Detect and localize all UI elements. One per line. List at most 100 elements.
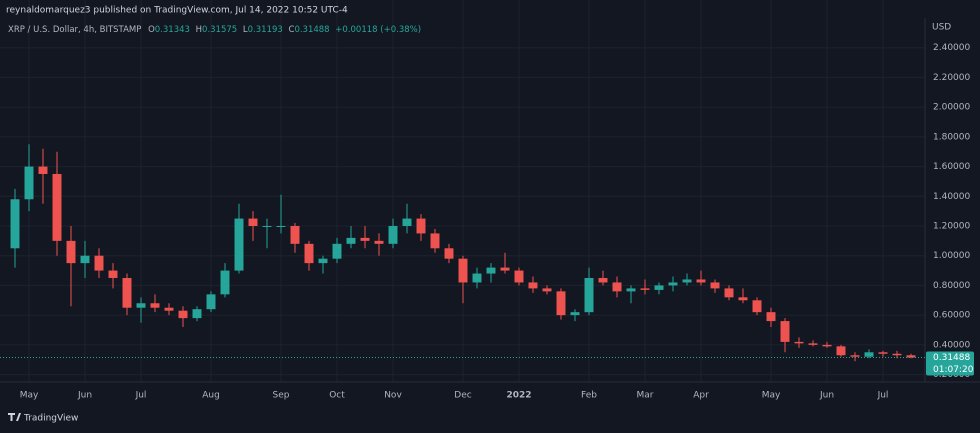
candle-body bbox=[164, 307, 174, 311]
candle-body bbox=[808, 343, 818, 345]
candle-body bbox=[542, 288, 552, 292]
candle-body bbox=[206, 294, 216, 310]
open-label: O bbox=[148, 25, 155, 35]
candle-body bbox=[150, 303, 160, 308]
x-tick-label: Dec bbox=[454, 391, 471, 401]
high-label: H bbox=[196, 25, 202, 35]
candle-body bbox=[472, 273, 482, 283]
y-tick-label: 1.40000 bbox=[933, 192, 970, 202]
change-value: +0.00118 (+0.38%) bbox=[335, 25, 421, 35]
candle-body bbox=[878, 352, 888, 354]
low-value: 0.31193 bbox=[248, 25, 283, 35]
candle-body bbox=[374, 240, 384, 244]
candle-body bbox=[598, 278, 608, 283]
low-label: L bbox=[243, 25, 248, 35]
candle-body bbox=[584, 278, 594, 313]
logo-icon bbox=[8, 413, 21, 421]
candle-body bbox=[94, 255, 104, 271]
x-tick-label: Feb bbox=[581, 391, 597, 401]
x-tick-label: Sep bbox=[273, 391, 290, 401]
legend: XRP / U.S. Dollar, 4h, BITSTAMP O0.31343… bbox=[8, 25, 421, 35]
candle-body bbox=[220, 270, 230, 295]
candle-body bbox=[640, 288, 650, 290]
symbol: XRP / U.S. Dollar, 4h, BITSTAMP bbox=[8, 25, 141, 35]
candle-body bbox=[122, 278, 132, 308]
candle-body bbox=[290, 226, 300, 244]
candle-body bbox=[724, 288, 734, 298]
last-price-box bbox=[926, 351, 974, 376]
candle-body bbox=[906, 355, 916, 358]
candle-body bbox=[52, 174, 62, 241]
candle-body bbox=[528, 282, 538, 289]
candle-body bbox=[416, 218, 426, 234]
close-value: 0.31488 bbox=[294, 25, 329, 35]
brand: TradingView bbox=[23, 414, 78, 424]
candle-body bbox=[682, 279, 692, 283]
x-tick-label: Oct bbox=[329, 391, 345, 401]
candle-body bbox=[38, 166, 48, 174]
y-tick-label: 2.00000 bbox=[933, 103, 970, 113]
y-tick-label: 1.00000 bbox=[933, 251, 970, 261]
candle-body bbox=[668, 282, 678, 286]
candle-body bbox=[136, 303, 146, 308]
x-tick-label: 2022 bbox=[506, 391, 531, 401]
candle-body bbox=[710, 282, 720, 289]
candle-body bbox=[248, 218, 258, 226]
y-axis-label: USD bbox=[932, 23, 951, 33]
candle-body bbox=[626, 288, 636, 292]
candle-body bbox=[346, 237, 356, 244]
x-tick-label: May bbox=[20, 391, 39, 401]
x-tick-label: Jul bbox=[135, 391, 147, 401]
candle-body bbox=[836, 346, 846, 356]
x-tick-label: Jun bbox=[819, 391, 834, 401]
x-tick-label: Aug bbox=[202, 391, 220, 401]
candle-body bbox=[738, 297, 748, 301]
x-tick-label: Nov bbox=[384, 391, 402, 401]
publisher-line: reynaldomarquez3 published on TradingVie… bbox=[6, 6, 348, 16]
x-tick-label: Mar bbox=[637, 391, 654, 401]
candle-body bbox=[178, 310, 188, 319]
candle-body bbox=[864, 352, 874, 357]
candle-body bbox=[80, 255, 90, 264]
x-tick-label: Jul bbox=[877, 391, 889, 401]
candle-body bbox=[752, 300, 762, 313]
candle-body bbox=[794, 341, 804, 344]
candle-body bbox=[108, 270, 118, 278]
candle-body bbox=[654, 285, 664, 290]
candle-body bbox=[444, 248, 454, 259]
open-value: 0.31343 bbox=[155, 25, 190, 35]
candle-body bbox=[360, 237, 370, 241]
candle-body bbox=[332, 243, 342, 259]
x-tick-label: May bbox=[762, 391, 781, 401]
candle-body bbox=[850, 355, 860, 357]
candle-body bbox=[234, 218, 244, 271]
y-tick-label: 2.20000 bbox=[933, 73, 970, 83]
candle-body bbox=[780, 321, 790, 342]
legend-line: XRP / U.S. Dollar, 4h, BITSTAMP O0.31343… bbox=[8, 25, 421, 35]
candle-body bbox=[514, 270, 524, 283]
y-tick-label: 0.40000 bbox=[933, 340, 970, 350]
candle-body bbox=[10, 199, 20, 249]
y-tick-label: 1.80000 bbox=[933, 132, 970, 142]
candle-body bbox=[486, 267, 496, 274]
candle-body bbox=[570, 312, 580, 316]
candle-body bbox=[766, 312, 776, 322]
y-tick-label: 2.40000 bbox=[933, 43, 970, 53]
candle-body bbox=[388, 226, 398, 244]
candle-body bbox=[612, 282, 622, 292]
countdown-label: 01:07:20 bbox=[933, 365, 974, 375]
last-price-label: 0.31488 bbox=[933, 353, 970, 363]
candle-body bbox=[304, 243, 314, 264]
candle-body bbox=[192, 309, 202, 319]
candle-body bbox=[402, 218, 412, 226]
y-tick-label: 0.80000 bbox=[933, 281, 970, 291]
candle-body bbox=[892, 353, 902, 356]
candle-body bbox=[66, 240, 76, 264]
y-tick-label: 0.60000 bbox=[933, 311, 970, 321]
close-label: C bbox=[289, 25, 295, 35]
x-tick-label: Jun bbox=[77, 391, 92, 401]
candle-body bbox=[696, 279, 706, 283]
candle-body bbox=[276, 226, 286, 227]
